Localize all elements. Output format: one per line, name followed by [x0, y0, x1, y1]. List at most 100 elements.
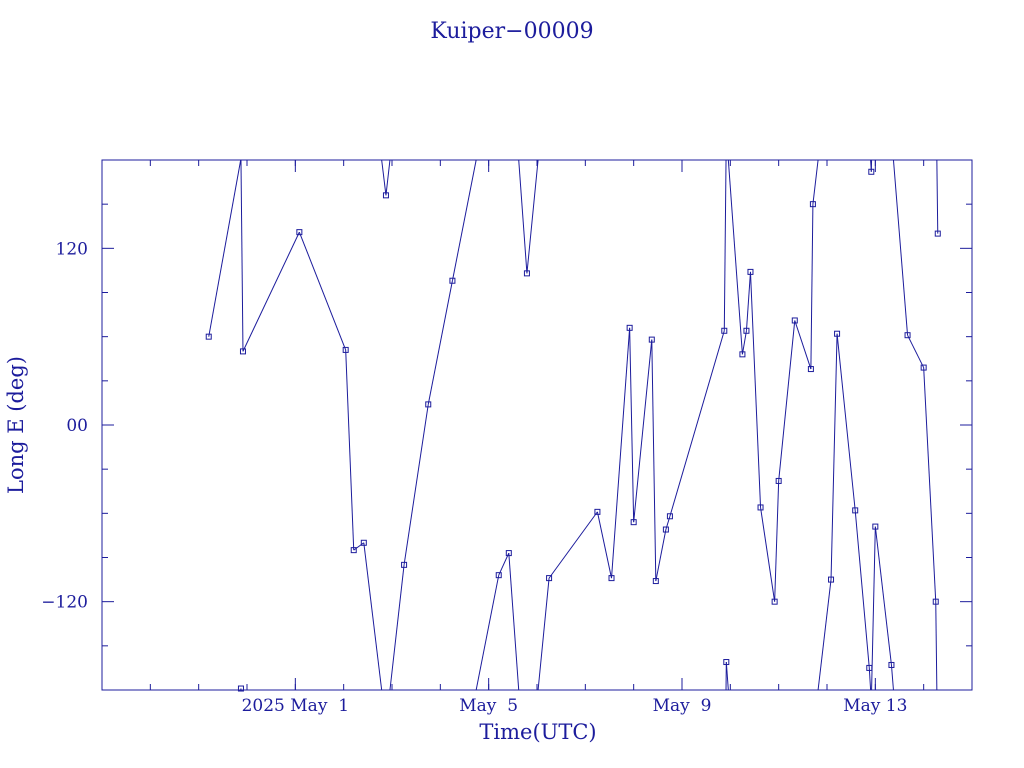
- data-point: [626, 324, 633, 331]
- data-point: [721, 327, 728, 334]
- data-point: [449, 277, 456, 284]
- series-segment: [518, 160, 528, 274]
- x-tick-label: May 5: [459, 696, 518, 716]
- series-segment: [794, 320, 812, 370]
- data-point: [505, 550, 512, 557]
- x-tick-label: May 9: [653, 696, 712, 716]
- data-point: [382, 192, 389, 199]
- chart-title: Kuiper−00009: [430, 19, 593, 44]
- series-segment: [836, 333, 856, 511]
- series-segment: [451, 160, 477, 281]
- x-tick-label: 2025 May 1: [242, 696, 349, 716]
- series-segment: [936, 160, 939, 234]
- series-segment: [810, 204, 814, 370]
- y-tick-label: 00: [66, 416, 88, 436]
- data-point: [934, 230, 941, 237]
- series-segment: [854, 510, 870, 668]
- data-point: [237, 685, 244, 692]
- axis-ticks: [102, 160, 972, 690]
- series-segment: [353, 542, 365, 551]
- series-segment: [760, 507, 776, 602]
- x-tick-labels: 2025 May 1 May 5 May 9 May 13: [242, 696, 908, 716]
- series-segment: [723, 160, 727, 331]
- data-point: [807, 366, 814, 373]
- data-point: [342, 346, 349, 353]
- data-point: [662, 526, 669, 533]
- series-segment: [629, 327, 635, 523]
- series-segment: [548, 511, 598, 579]
- series-segment: [868, 667, 872, 690]
- data-point: [648, 336, 655, 343]
- data-point: [868, 168, 875, 175]
- series-segment: [890, 664, 894, 690]
- series-segment: [778, 320, 796, 481]
- data-point: [904, 332, 911, 339]
- data-point: [775, 477, 782, 484]
- series-segment: [923, 367, 937, 602]
- data-point: [652, 578, 659, 585]
- series-segment: [741, 330, 747, 355]
- data-point: [932, 598, 939, 605]
- series-segment: [655, 529, 667, 582]
- series-lines: [208, 160, 939, 690]
- series-segment: [725, 661, 729, 690]
- y-tick-label: 120: [56, 239, 88, 259]
- data-point: [834, 330, 841, 337]
- data-point: [828, 576, 835, 583]
- data-point: [888, 661, 895, 668]
- series-segment: [298, 231, 347, 351]
- series-segment: [892, 160, 909, 336]
- data-point: [350, 547, 357, 554]
- series-segment: [427, 280, 453, 405]
- data-point: [360, 539, 367, 546]
- series-segment: [774, 480, 780, 602]
- y-tick-label: −120: [41, 593, 88, 613]
- data-point: [239, 348, 246, 355]
- series-segment: [749, 271, 762, 508]
- data-point: [809, 201, 816, 208]
- data-point: [608, 575, 615, 582]
- series-segment: [830, 333, 838, 580]
- series-segment: [363, 542, 383, 690]
- data-point: [866, 664, 873, 671]
- series-segment: [381, 160, 387, 196]
- series-segment: [240, 160, 244, 352]
- series-segment: [651, 339, 657, 582]
- series-segment: [745, 271, 751, 331]
- data-point: [546, 575, 553, 582]
- series-segment: [907, 334, 925, 368]
- data-point: [743, 327, 750, 334]
- x-axis-label: Time(UTC): [479, 720, 596, 744]
- data-point: [757, 504, 764, 511]
- data-point: [747, 268, 754, 275]
- plot-frame: [101, 159, 973, 691]
- data-point: [771, 598, 778, 605]
- data-point: [872, 523, 879, 530]
- series-segment: [242, 231, 300, 352]
- data-point: [852, 507, 859, 514]
- data-point: [791, 317, 798, 324]
- data-point: [523, 270, 530, 277]
- series-segment: [812, 160, 819, 205]
- series-segment: [669, 330, 725, 517]
- data-point: [594, 508, 601, 515]
- series-segment: [475, 575, 500, 690]
- series-segment: [611, 327, 631, 579]
- series-segment: [596, 511, 613, 579]
- data-point: [205, 333, 212, 340]
- y-tick-labels: −120 00 120: [41, 239, 88, 612]
- series-segment: [389, 564, 405, 690]
- data-point: [723, 659, 730, 666]
- series-segment: [498, 552, 510, 576]
- series-segment: [385, 160, 391, 196]
- series-segment: [508, 553, 520, 690]
- data-point: [630, 519, 637, 526]
- series-segment: [633, 339, 653, 523]
- series-segment: [817, 579, 832, 690]
- series-segment: [874, 526, 892, 666]
- series-segment: [871, 526, 876, 690]
- series-segment: [345, 349, 355, 551]
- series-segment: [935, 601, 938, 690]
- series-segment: [403, 404, 429, 565]
